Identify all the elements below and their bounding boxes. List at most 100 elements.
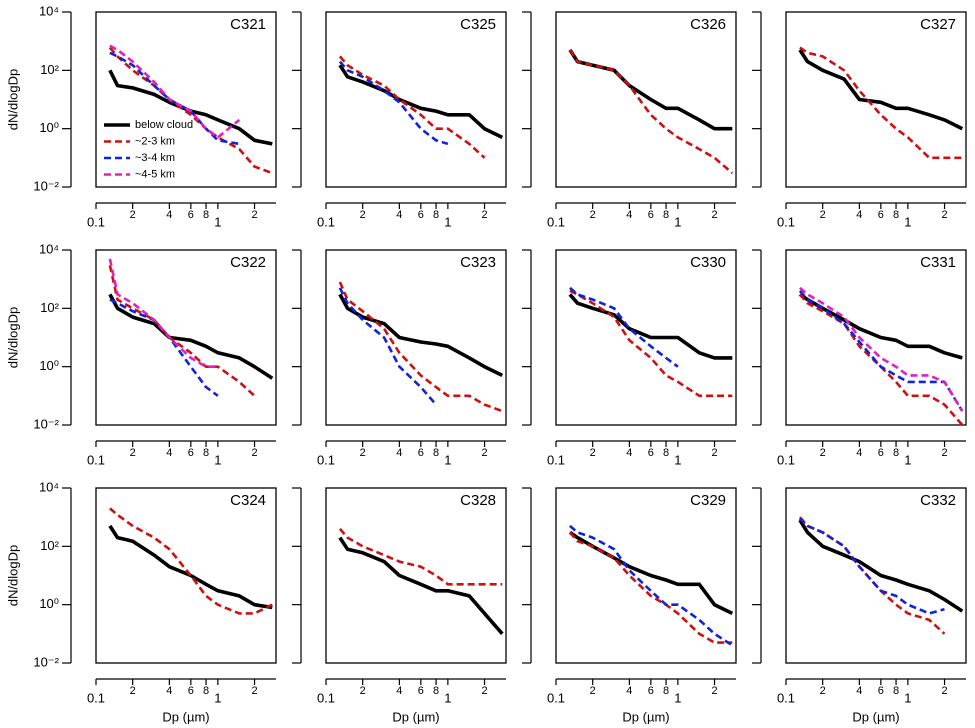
x-tick-label: 2 (711, 685, 717, 697)
panel-title: C332 (920, 492, 956, 509)
series-line (798, 517, 945, 615)
panel-title: C326 (690, 16, 726, 33)
series-line (568, 48, 733, 131)
x-tick-label: 4 (166, 209, 172, 221)
x-tick-label: 0.1 (87, 452, 105, 467)
x-tick-label: 2 (941, 685, 947, 697)
series-line (108, 46, 273, 175)
series-line (568, 293, 733, 360)
x-tick-label: 8 (203, 209, 209, 221)
series-line (338, 60, 449, 146)
panel-title: C323 (460, 254, 496, 271)
y-tick-label: 10⁻² (33, 654, 59, 669)
x-tick-label: 1 (214, 214, 221, 229)
plot-frame (325, 11, 507, 188)
plot-frame (95, 249, 277, 426)
plot-frame (785, 249, 967, 426)
x-tick-label: 2 (711, 209, 717, 221)
x-tick-label: 2 (481, 685, 487, 697)
x-tick-label: 0.1 (317, 690, 335, 705)
y-tick-label: 10² (40, 300, 59, 315)
x-tick-label: 2 (590, 685, 596, 697)
y-axis-label: dN/dlogDp (5, 307, 20, 368)
y-tick-label: 10⁴ (39, 241, 59, 256)
x-tick-label: 0.1 (87, 690, 105, 705)
x-tick-label: 6 (648, 209, 654, 221)
x-tick-label: 4 (166, 685, 172, 697)
x-tick-label: 1 (674, 214, 681, 229)
x-tick-label: 4 (856, 209, 862, 221)
series-line (109, 51, 240, 146)
x-tick-label: 6 (878, 209, 884, 221)
x-tick-label: 0.1 (87, 214, 105, 229)
x-tick-label: 4 (396, 685, 402, 697)
y-axis-label: dN/dlogDp (5, 69, 20, 130)
series-line (109, 507, 273, 615)
x-tick-label: 2 (481, 447, 487, 459)
y-axis-label: dN/dlogDp (5, 545, 20, 606)
series-line (799, 46, 963, 160)
x-tick-label: 2 (130, 685, 136, 697)
panel-title: C322 (230, 254, 266, 271)
x-tick-label: 1 (674, 690, 681, 705)
series-line (338, 64, 504, 140)
y-tick-label: 10² (40, 538, 59, 553)
x-tick-label: 1 (904, 690, 911, 705)
x-tick-label: 2 (590, 447, 596, 459)
plot-frame (325, 249, 507, 426)
x-tick-label: 2 (941, 447, 947, 459)
x-tick-label: 6 (188, 209, 194, 221)
x-tick-label: 4 (396, 209, 402, 221)
panel-title: C331 (920, 254, 956, 271)
x-tick-label: 0.1 (317, 214, 335, 229)
x-tick-label: 6 (648, 447, 654, 459)
x-tick-label: 0.1 (547, 452, 565, 467)
plot-frame (555, 487, 737, 664)
series-line (799, 286, 964, 412)
x-tick-label: 1 (214, 452, 221, 467)
x-tick-label: 2 (820, 685, 826, 697)
x-tick-label: 6 (188, 685, 194, 697)
x-tick-label: 4 (166, 447, 172, 459)
x-tick-label: 0.1 (777, 690, 795, 705)
legend-label: below cloud (135, 119, 193, 131)
x-axis-label: Dp (µm) (392, 709, 439, 724)
x-tick-label: 4 (626, 447, 632, 459)
x-tick-label: 2 (360, 685, 366, 697)
x-tick-label: 2 (941, 209, 947, 221)
y-tick-label: 10⁰ (39, 358, 59, 373)
x-tick-label: 8 (893, 685, 899, 697)
x-tick-label: 0.1 (547, 690, 565, 705)
x-tick-label: 0.1 (317, 452, 335, 467)
series-line (569, 289, 733, 398)
x-tick-label: 0.1 (547, 214, 565, 229)
panel-title: C327 (920, 16, 956, 33)
x-axis-label: Dp (µm) (852, 709, 899, 724)
x-tick-label: 4 (856, 447, 862, 459)
x-tick-label: 1 (444, 452, 451, 467)
series-line (338, 55, 486, 159)
panel-title: C329 (690, 492, 726, 509)
x-tick-label: 2 (251, 209, 257, 221)
y-tick-label: 10⁰ (39, 596, 59, 611)
x-tick-label: 1 (444, 690, 451, 705)
x-tick-label: 1 (904, 452, 911, 467)
x-tick-label: 1 (444, 214, 451, 229)
x-tick-label: 1 (674, 452, 681, 467)
series-line (798, 289, 964, 412)
plot-frame (95, 11, 277, 188)
series-line (798, 516, 946, 635)
x-tick-label: 8 (203, 447, 209, 459)
x-tick-label: 8 (893, 209, 899, 221)
series-line (338, 293, 504, 378)
x-tick-label: 2 (251, 685, 257, 697)
x-tick-label: 2 (130, 447, 136, 459)
plot-frame (785, 487, 967, 664)
x-tick-label: 6 (418, 685, 424, 697)
x-tick-label: 6 (878, 685, 884, 697)
x-tick-label: 2 (711, 447, 717, 459)
x-tick-label: 4 (626, 209, 632, 221)
series-line (798, 48, 964, 131)
x-tick-label: 6 (418, 447, 424, 459)
plot-frame (555, 249, 737, 426)
